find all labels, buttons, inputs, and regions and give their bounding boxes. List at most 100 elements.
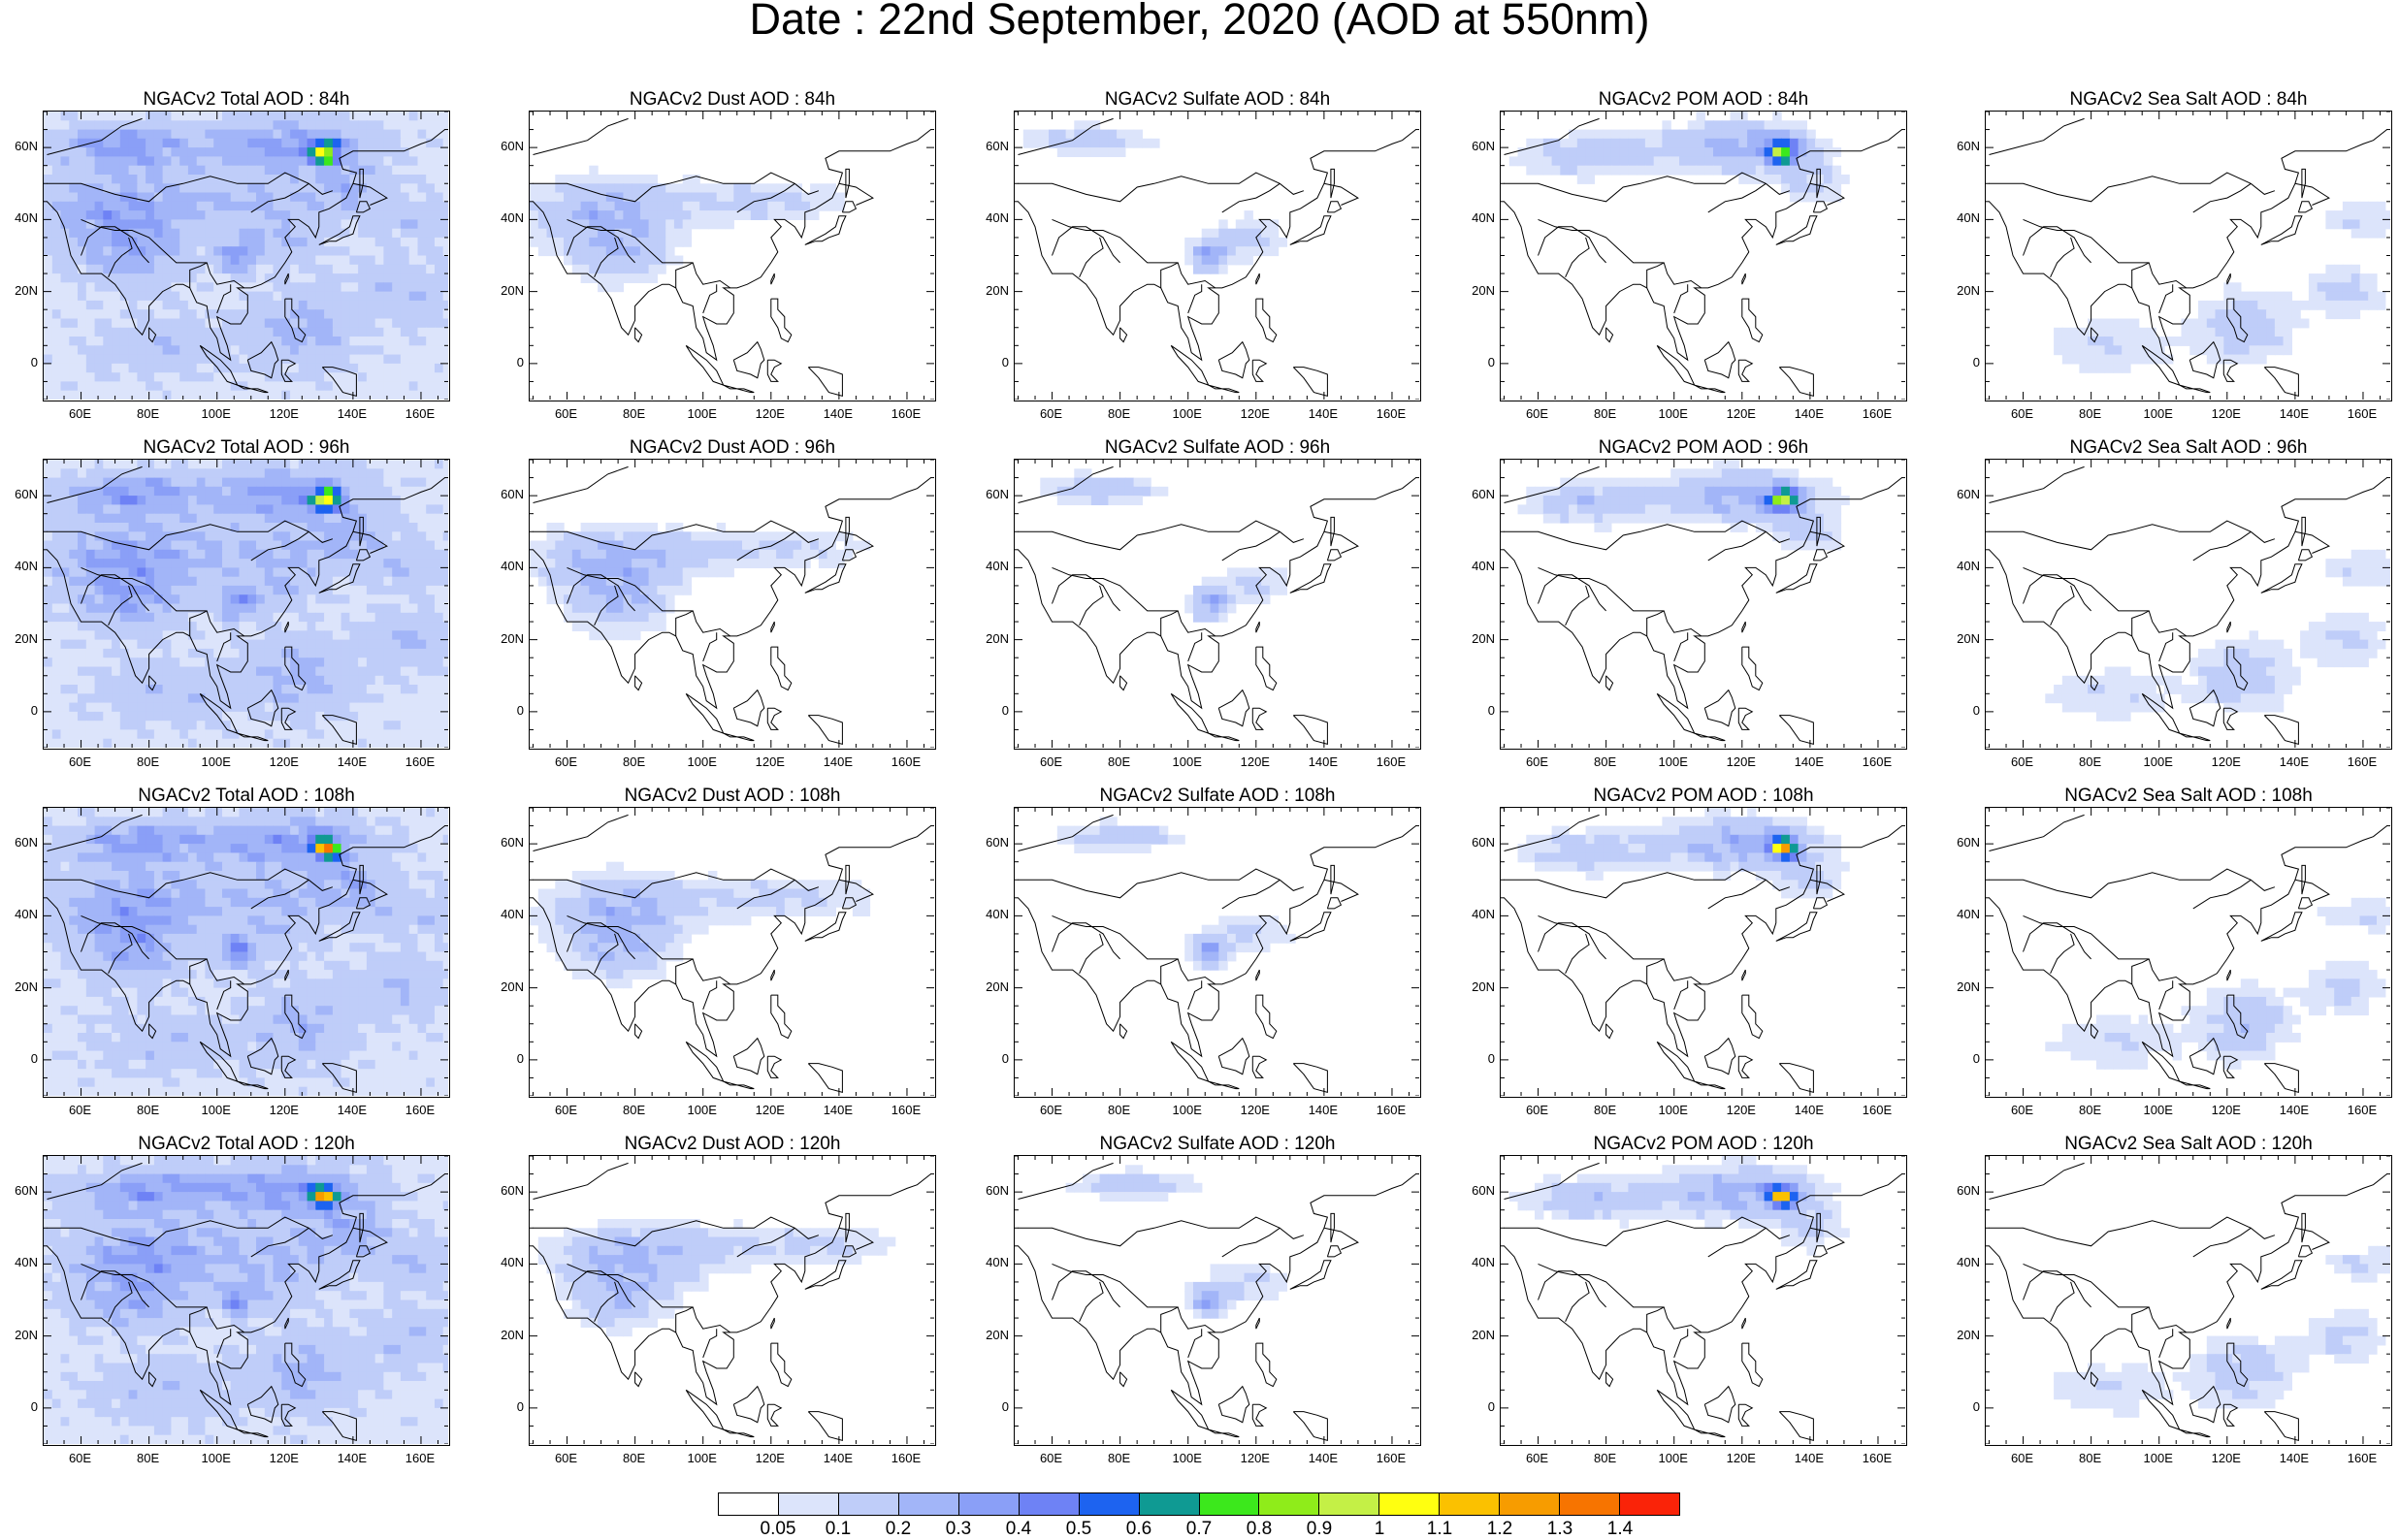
coastline: [533, 520, 820, 551]
aod-cell: [2350, 264, 2361, 274]
aod-cell: [315, 559, 325, 568]
aod-cell: [750, 559, 761, 568]
aod-cell: [374, 192, 385, 203]
aod-cell: [1569, 147, 1578, 157]
aod-cell: [665, 549, 675, 560]
aod-cell: [374, 264, 385, 274]
aod-cell: [213, 138, 223, 148]
aod-cell: [315, 372, 325, 383]
aod-cell: [146, 721, 155, 731]
aod-cell: [571, 585, 582, 595]
aod-cell: [162, 738, 172, 748]
aod-cell: [256, 192, 266, 203]
aod-cell: [196, 567, 207, 578]
aod-cell: [281, 477, 291, 488]
aod-cell: [332, 594, 342, 605]
aod-cell: [281, 468, 291, 479]
aod-cell: [162, 210, 172, 220]
aod-cell: [137, 228, 146, 239]
aod-cell: [383, 129, 393, 140]
aod-cell: [128, 273, 138, 283]
aod-cell: [256, 658, 266, 668]
aod-cell: [94, 612, 104, 623]
aod-cell: [383, 531, 393, 542]
aod-cell: [69, 648, 79, 658]
aod-cell: [51, 372, 62, 383]
aod-cell: [324, 192, 334, 203]
aod-cell: [44, 666, 53, 677]
aod-cell: [1815, 192, 1825, 203]
aod-cell: [290, 183, 300, 194]
aod-cell: [162, 603, 172, 614]
aod-cell: [307, 273, 316, 283]
aod-cell: [400, 702, 410, 713]
aod-cell: [571, 559, 582, 568]
aod-cell: [580, 246, 590, 257]
aod-cell: [648, 246, 658, 257]
aod-cell: [179, 291, 189, 302]
aod-cell: [273, 381, 282, 392]
aod-cell: [742, 559, 752, 568]
aod-cell: [137, 372, 146, 383]
aod-cell: [408, 156, 419, 167]
aod-cell: [2317, 273, 2327, 283]
aod-cell: [153, 567, 164, 578]
aod-cell: [2249, 291, 2258, 302]
aod-cell: [349, 685, 359, 694]
aod-cell: [408, 390, 419, 400]
aod-cell: [230, 282, 241, 293]
aod-cell: [103, 291, 113, 302]
aod-cell: [408, 309, 419, 320]
coastline: [1018, 172, 1305, 203]
aod-cell: [1542, 147, 1553, 157]
aod-cell: [349, 729, 359, 740]
aod-cell: [1755, 120, 1766, 131]
aod-cell: [2368, 210, 2378, 220]
aod-cell: [69, 175, 79, 184]
aod-cell: [264, 685, 275, 694]
aod-cell: [264, 531, 275, 542]
aod-cell: [435, 666, 444, 677]
aod-cell: [1065, 138, 1075, 148]
aod-cell: [196, 540, 207, 551]
aod-cell: [315, 354, 325, 365]
aod-cell: [281, 219, 291, 230]
aod-cell: [103, 327, 113, 337]
aod-cell: [60, 585, 70, 595]
aod-cell: [392, 183, 402, 194]
aod-cell: [392, 120, 402, 131]
aod-cell: [435, 228, 444, 239]
aod-cell: [2266, 291, 2276, 302]
aod-cell: [85, 585, 96, 595]
aod-cell: [264, 702, 275, 713]
aod-cell: [44, 291, 53, 302]
aod-cell: [555, 531, 565, 542]
coastline: [1018, 129, 1416, 362]
aod-cell: [213, 147, 223, 157]
aod-cell: [112, 738, 121, 748]
aod-cell: [273, 460, 282, 469]
aod-cell: [315, 175, 325, 184]
aod-cell: [247, 363, 257, 373]
coastline: [1326, 201, 1343, 213]
aod-cell: [2342, 219, 2352, 230]
aod-cell: [1738, 129, 1748, 140]
aod-cell: [298, 721, 308, 731]
aod-cell: [128, 264, 138, 274]
aod-cell: [239, 264, 248, 274]
aod-cell: [374, 513, 385, 524]
aod-cell: [750, 210, 761, 220]
aod-cell: [426, 273, 436, 283]
aod-cell: [442, 210, 448, 220]
aod-cell: [324, 738, 334, 748]
aod-cell: [119, 318, 130, 329]
aod-cell: [2088, 337, 2097, 346]
aod-cell: [648, 183, 658, 194]
aod-cell: [349, 477, 359, 488]
aod-cell: [44, 702, 53, 713]
aod-cell: [400, 559, 410, 568]
coastline: [841, 549, 858, 561]
aod-cell: [1730, 120, 1739, 131]
aod-cell: [103, 630, 113, 641]
aod-cell: [94, 381, 104, 392]
